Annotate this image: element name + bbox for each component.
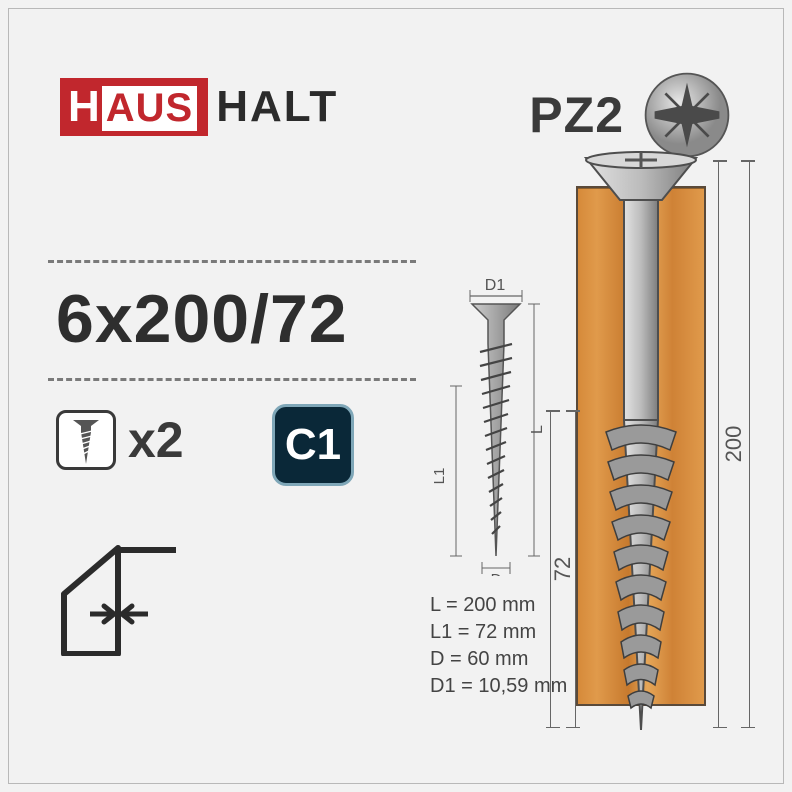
quantity-row: x2 — [56, 410, 184, 470]
grade-label: C1 — [285, 420, 341, 470]
screw-badge-icon — [56, 410, 116, 470]
quantity-label: x2 — [128, 411, 184, 469]
brand-h: H — [68, 82, 101, 131]
dim-l: L = 200 mm — [430, 592, 567, 619]
indoor-use-icon — [56, 536, 186, 656]
screw-illustration — [580, 150, 702, 740]
svg-text:L: L — [529, 425, 546, 434]
dim-200-value: 200 — [721, 426, 747, 463]
divider-2 — [48, 378, 416, 381]
dimension-list: L = 200 mm L1 = 72 mm D = 60 mm D1 = 10,… — [430, 592, 567, 700]
dim-callout-72: 72 — [550, 410, 576, 728]
brand-logo-red: HAUS — [60, 78, 208, 136]
dim-72-value: 72 — [550, 557, 576, 581]
drive-label: PZ2 — [529, 86, 624, 144]
svg-text:L1: L1 — [431, 468, 448, 485]
svg-text:D: D — [491, 571, 502, 576]
brand-halt: HALT — [216, 82, 338, 132]
brand-aus: AUS — [102, 86, 197, 131]
product-size: 6x200/72 — [56, 280, 348, 358]
pozidriv-head-icon — [642, 70, 732, 160]
brand-logo: HAUS HALT — [60, 78, 338, 136]
dimension-diagram: D1 L L1 D — [430, 276, 570, 576]
divider-1 — [48, 260, 416, 263]
drive-type: PZ2 — [529, 70, 732, 160]
dim-d: D = 60 mm — [430, 646, 567, 673]
dim-callout-200: 200 — [718, 160, 750, 728]
dim-l1: L1 = 72 mm — [430, 619, 567, 646]
svg-text:D1: D1 — [485, 277, 506, 294]
dim-d1: D1 = 10,59 mm — [430, 673, 567, 700]
grade-badge: C1 — [272, 404, 354, 486]
